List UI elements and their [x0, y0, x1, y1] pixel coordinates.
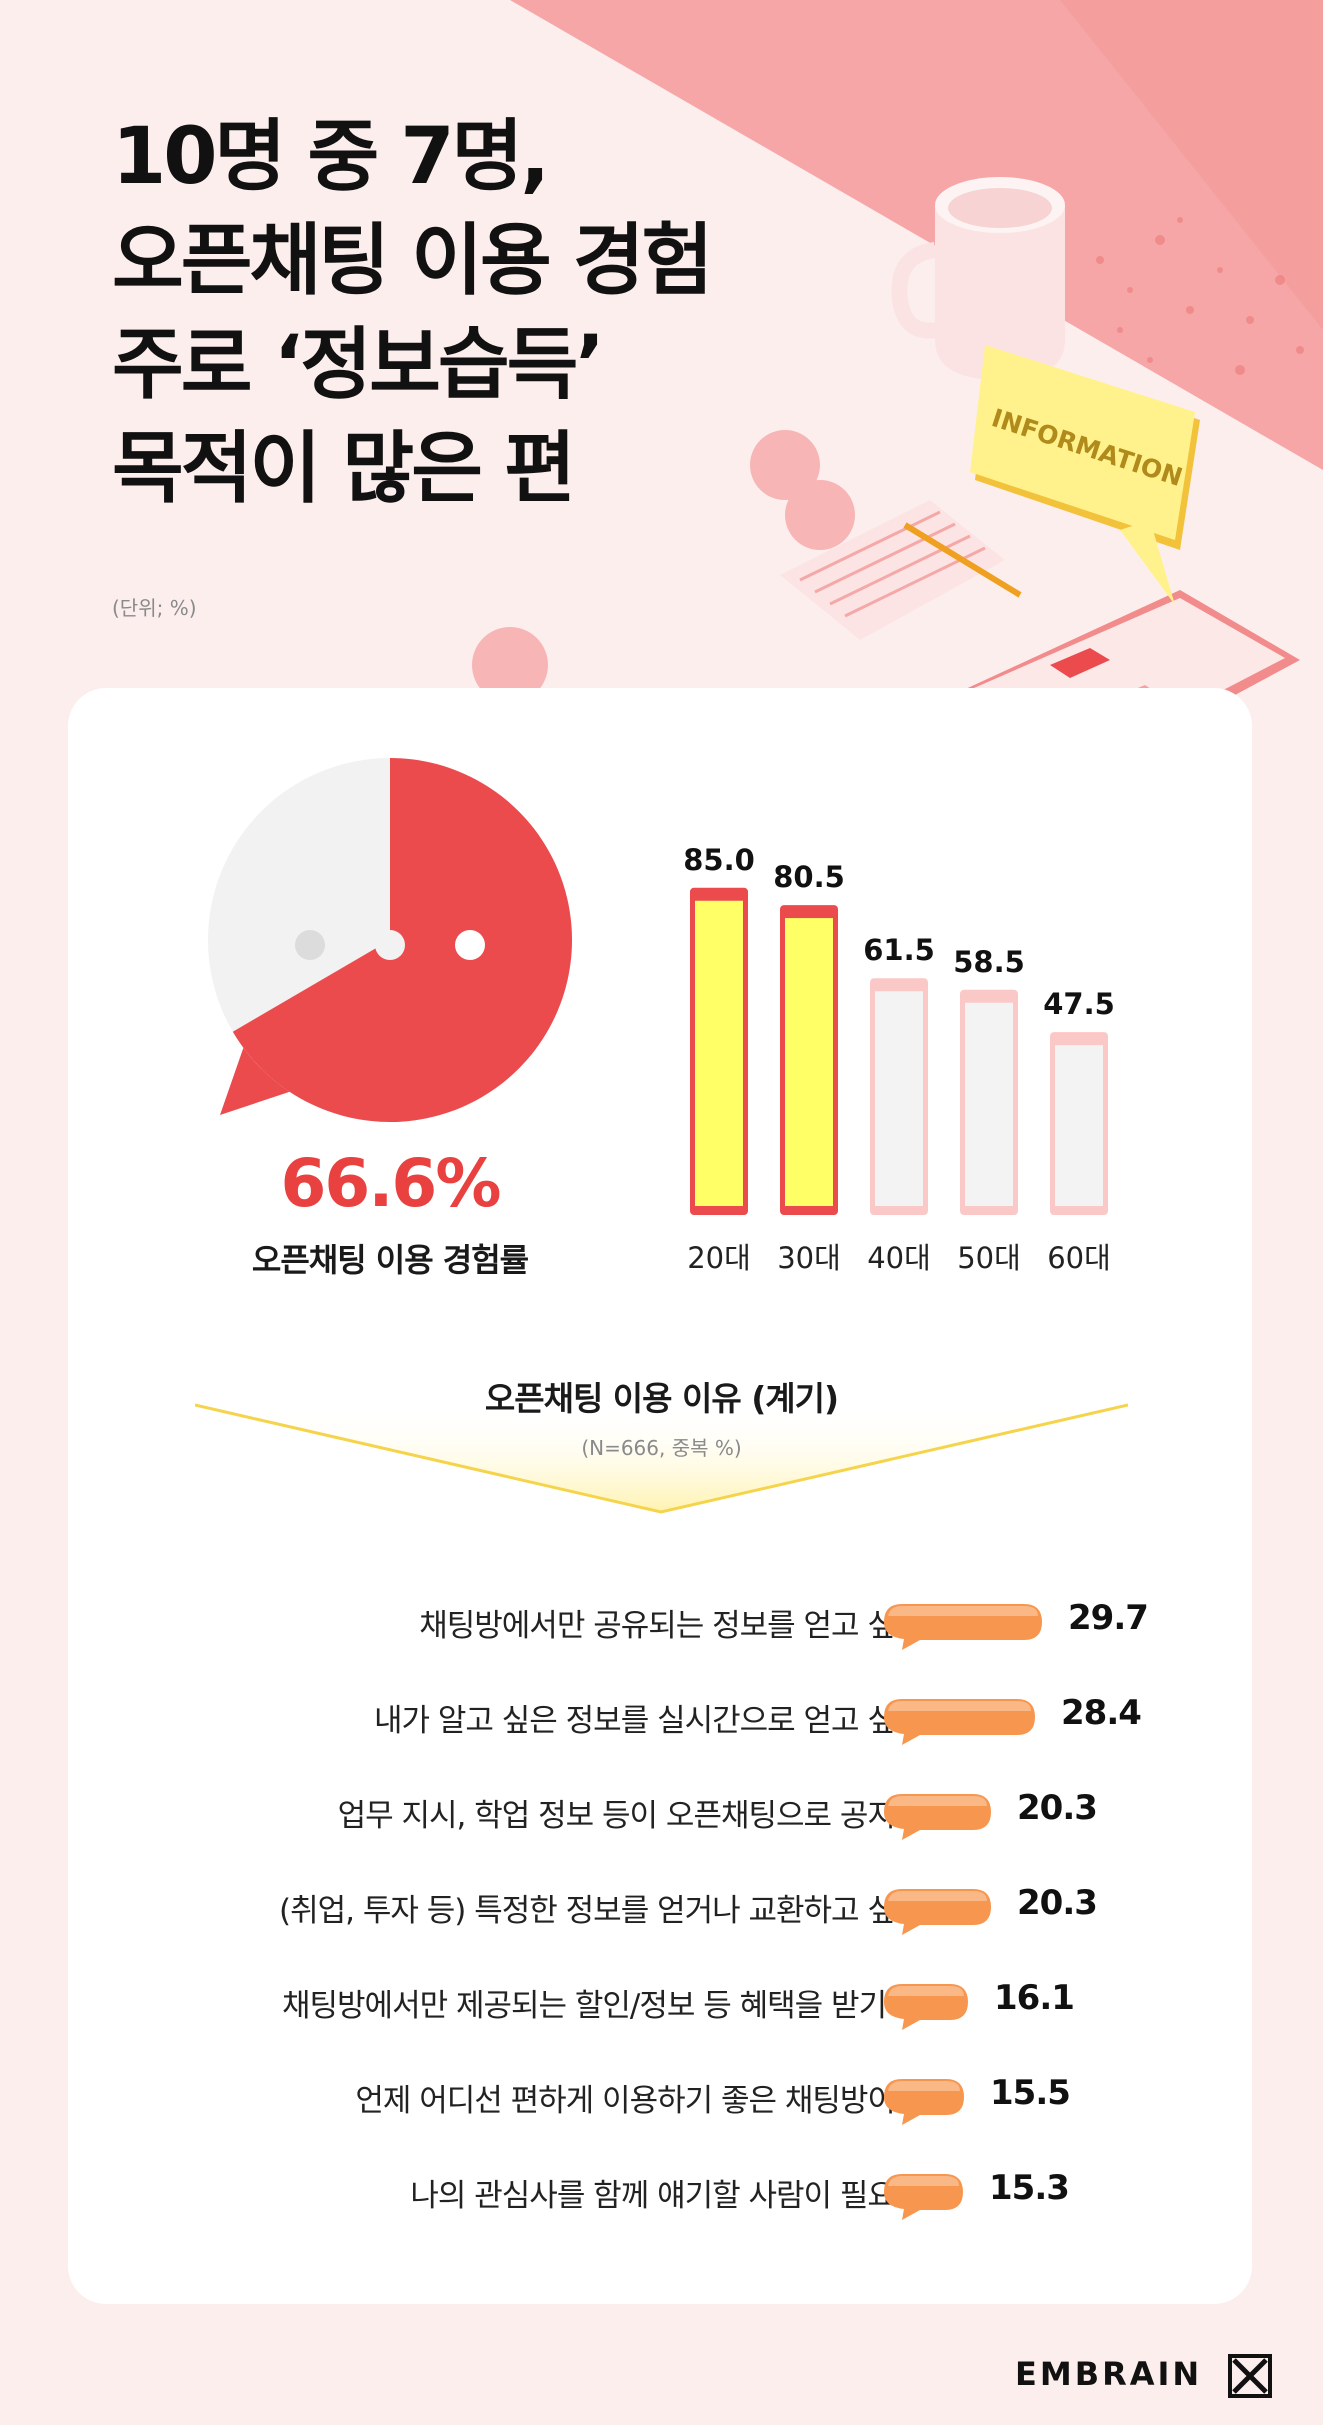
- reason-value-label: 15.5: [990, 2073, 1071, 2113]
- experience-pie-chart: [208, 758, 573, 1122]
- age-bar-fill: [785, 918, 833, 1206]
- age-bar-value-label: 58.5: [953, 945, 1025, 979]
- reason-bar: [884, 1794, 991, 1840]
- title-line-2: 오픈채팅 이용 경험: [112, 216, 713, 306]
- reason-value-label: 20.3: [1017, 1788, 1098, 1828]
- experience-rate-value: 66.6%: [280, 1145, 502, 1222]
- reason-bar: [884, 2174, 963, 2220]
- puff-decoration: [472, 430, 855, 703]
- brand-logo-icon: [1228, 2354, 1272, 2398]
- bubble-dot-1: [295, 930, 325, 960]
- reason-value-label: 15.3: [989, 2168, 1070, 2208]
- age-bar-value-label: 61.5: [863, 933, 935, 967]
- age-bar-20대: 85.0 20대: [683, 843, 755, 1275]
- age-bar-category-label: 50대: [957, 1241, 1021, 1275]
- age-bar-60대: 47.5 60대: [1043, 987, 1115, 1275]
- reason-row: 내가 알고 싶은 정보를 실시간으로 얻고 싶어서 28.4: [100, 1687, 1200, 1747]
- brand-logo-text: EMBRAIN: [1015, 2355, 1203, 2393]
- age-bar-fill: [695, 900, 743, 1206]
- reason-label: 채팅방에서만 제공되는 할인/정보 등 혜택을 받기 위해: [281, 1988, 951, 2024]
- reasons-subtitle: (N=666, 중복 %): [581, 1436, 742, 1460]
- reason-label: 나의 관심사를 함께 얘기할 사람이 필요해서: [410, 2178, 951, 2214]
- age-bar-40대: 61.5 40대: [863, 933, 935, 1275]
- mug-icon: [891, 177, 1065, 380]
- reason-row: 채팅방에서만 공유되는 정보를 얻고 싶어서 29.7: [100, 1592, 1200, 1652]
- age-bar-value-label: 85.0: [683, 843, 755, 877]
- reason-label: 채팅방에서만 공유되는 정보를 얻고 싶어서: [419, 1608, 951, 1644]
- reason-row: (취업, 투자 등) 특정한 정보를 얻거나 교환하고 싶어서 20.3: [100, 1877, 1200, 1937]
- reason-bar: [884, 1699, 1035, 1745]
- age-bar-chart: 85.0 20대 80.5 30대 61.5 40대 58.5 50대 47.5 60대: [683, 843, 1115, 1275]
- reason-label: 내가 알고 싶은 정보를 실시간으로 얻고 싶어서: [373, 1703, 951, 1739]
- reason-row: 나의 관심사를 함께 얘기할 사람이 필요해서 15.3: [100, 2162, 1200, 2222]
- bubble-dot-2: [375, 930, 405, 960]
- age-bar-30대: 80.5 30대: [773, 860, 845, 1275]
- reason-label: 언제 어디선 편하게 이용하기 좋은 채팅방이라서: [355, 2083, 951, 2119]
- notepad-icon: [780, 500, 1022, 640]
- age-bar-category-label: 60대: [1047, 1241, 1111, 1275]
- title-line-4: 목적이 많은 편: [112, 424, 576, 514]
- reason-value-label: 28.4: [1061, 1693, 1142, 1733]
- age-bar-category-label: 40대: [867, 1241, 931, 1275]
- reasons-title: 오픈채팅 이용 이유 (계기): [484, 1379, 839, 1418]
- title-line-1: 10명 중 7명,: [112, 112, 550, 202]
- bubble-dot-3: [455, 930, 485, 960]
- reason-value-label: 20.3: [1017, 1883, 1098, 1923]
- page-title: 10명 중 7명, 오픈채팅 이용 경험 주로 ‘정보습득’ 목적이 많은 편: [112, 105, 713, 521]
- age-bar-category-label: 30대: [777, 1241, 841, 1275]
- reason-label: 업무 지시, 학업 정보 등이 오픈채팅으로 공지돼서: [337, 1798, 951, 1834]
- age-bar-fill: [875, 991, 923, 1206]
- reason-row: 언제 어디선 편하게 이용하기 좋은 채팅방이라서 15.5: [100, 2067, 1200, 2127]
- reason-bar: [884, 1984, 968, 2030]
- title-line-3: 주로 ‘정보습득’: [112, 320, 605, 410]
- experience-rate-label: 오픈채팅 이용 경험률: [251, 1241, 529, 1279]
- reason-label: (취업, 투자 등) 특정한 정보를 얻거나 교환하고 싶어서: [279, 1893, 951, 1929]
- funnel-decoration: [195, 1403, 1128, 1514]
- unit-label: (단위; %): [112, 596, 197, 620]
- age-bar-value-label: 47.5: [1043, 987, 1115, 1021]
- information-sign-icon: INFORMATION: [970, 345, 1200, 605]
- reason-value-label: 16.1: [994, 1978, 1075, 2018]
- reason-bar: [884, 2079, 964, 2125]
- reason-value-label: 29.7: [1068, 1598, 1149, 1638]
- background-decoration: [510, 0, 1323, 470]
- age-bar-50대: 58.5 50대: [953, 945, 1025, 1275]
- reason-row: 업무 지시, 학업 정보 등이 오픈채팅으로 공지돼서 20.3: [100, 1782, 1200, 1842]
- age-bar-category-label: 20대: [687, 1241, 751, 1275]
- age-bar-value-label: 80.5: [773, 860, 845, 894]
- reason-bar: [884, 1604, 1042, 1650]
- reason-row: 채팅방에서만 제공되는 할인/정보 등 혜택을 받기 위해 16.1: [100, 1972, 1200, 2032]
- age-bar-fill: [965, 1002, 1013, 1206]
- reason-bar: [884, 1889, 991, 1935]
- age-bar-fill: [1055, 1045, 1103, 1206]
